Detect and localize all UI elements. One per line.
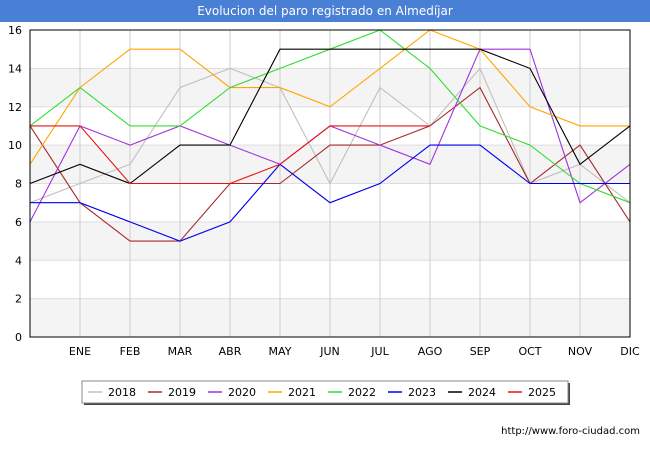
series-line-2023 xyxy=(30,144,630,242)
legend-label-2021: 2021 xyxy=(288,386,316,399)
x-tick-label: AGO xyxy=(418,345,443,358)
x-tick-label: MAR xyxy=(168,345,193,358)
y-tick-label: 6 xyxy=(15,216,22,229)
x-tick-label: JUL xyxy=(370,345,389,358)
x-tick-labels: ENE FEB MAR ABR MAY JUN JUL AGO SEP OCT NOV DIC xyxy=(69,345,640,358)
legend-label-2019: 2019 xyxy=(168,386,196,399)
x-tick-label: SEP xyxy=(470,345,491,358)
x-tick-label: NOV xyxy=(568,345,593,358)
legend-label-2020: 2020 xyxy=(228,386,256,399)
legend-label-2022: 2022 xyxy=(348,386,376,399)
plot-frame xyxy=(29,29,631,338)
x-tick-label: ENE xyxy=(69,345,91,358)
y-tick-label: 2 xyxy=(15,293,22,306)
y-tick-label: 10 xyxy=(8,139,22,152)
x-tick-label: ABR xyxy=(219,345,242,358)
legend: 2018 2019 2020 2021 2022 2023 2024 2025 xyxy=(81,380,570,405)
series-lines xyxy=(29,29,631,242)
y-tick-label: 0 xyxy=(15,331,22,344)
x-tick-label: FEB xyxy=(120,345,141,358)
y-tick-label: 14 xyxy=(8,62,22,75)
y-tick-label: 16 xyxy=(8,24,22,37)
x-tick-label: DIC xyxy=(620,345,640,358)
legend-box xyxy=(81,380,569,404)
series-line-2021 xyxy=(29,29,630,165)
y-tick-labels: 0 2 4 6 8 10 12 14 16 xyxy=(8,24,22,344)
legend-label-2018: 2018 xyxy=(108,386,136,399)
series-line-2025 xyxy=(30,125,430,185)
axes xyxy=(29,29,631,338)
source-footer: http://www.foro-ciudad.com xyxy=(501,426,640,437)
x-tick-label: OCT xyxy=(518,345,541,358)
legend-label-2024: 2024 xyxy=(468,386,496,399)
y-tick-label: 8 xyxy=(15,178,22,191)
legend-label-2025: 2025 xyxy=(528,386,556,399)
legend-label-2023: 2023 xyxy=(408,386,436,399)
y-tick-label: 4 xyxy=(15,254,22,267)
x-tick-label: JUN xyxy=(319,345,340,358)
y-tick-label: 12 xyxy=(8,101,22,114)
x-tick-label: MAY xyxy=(269,345,292,358)
chart-title: Evolucion del paro registrado en Almedíj… xyxy=(0,0,650,22)
